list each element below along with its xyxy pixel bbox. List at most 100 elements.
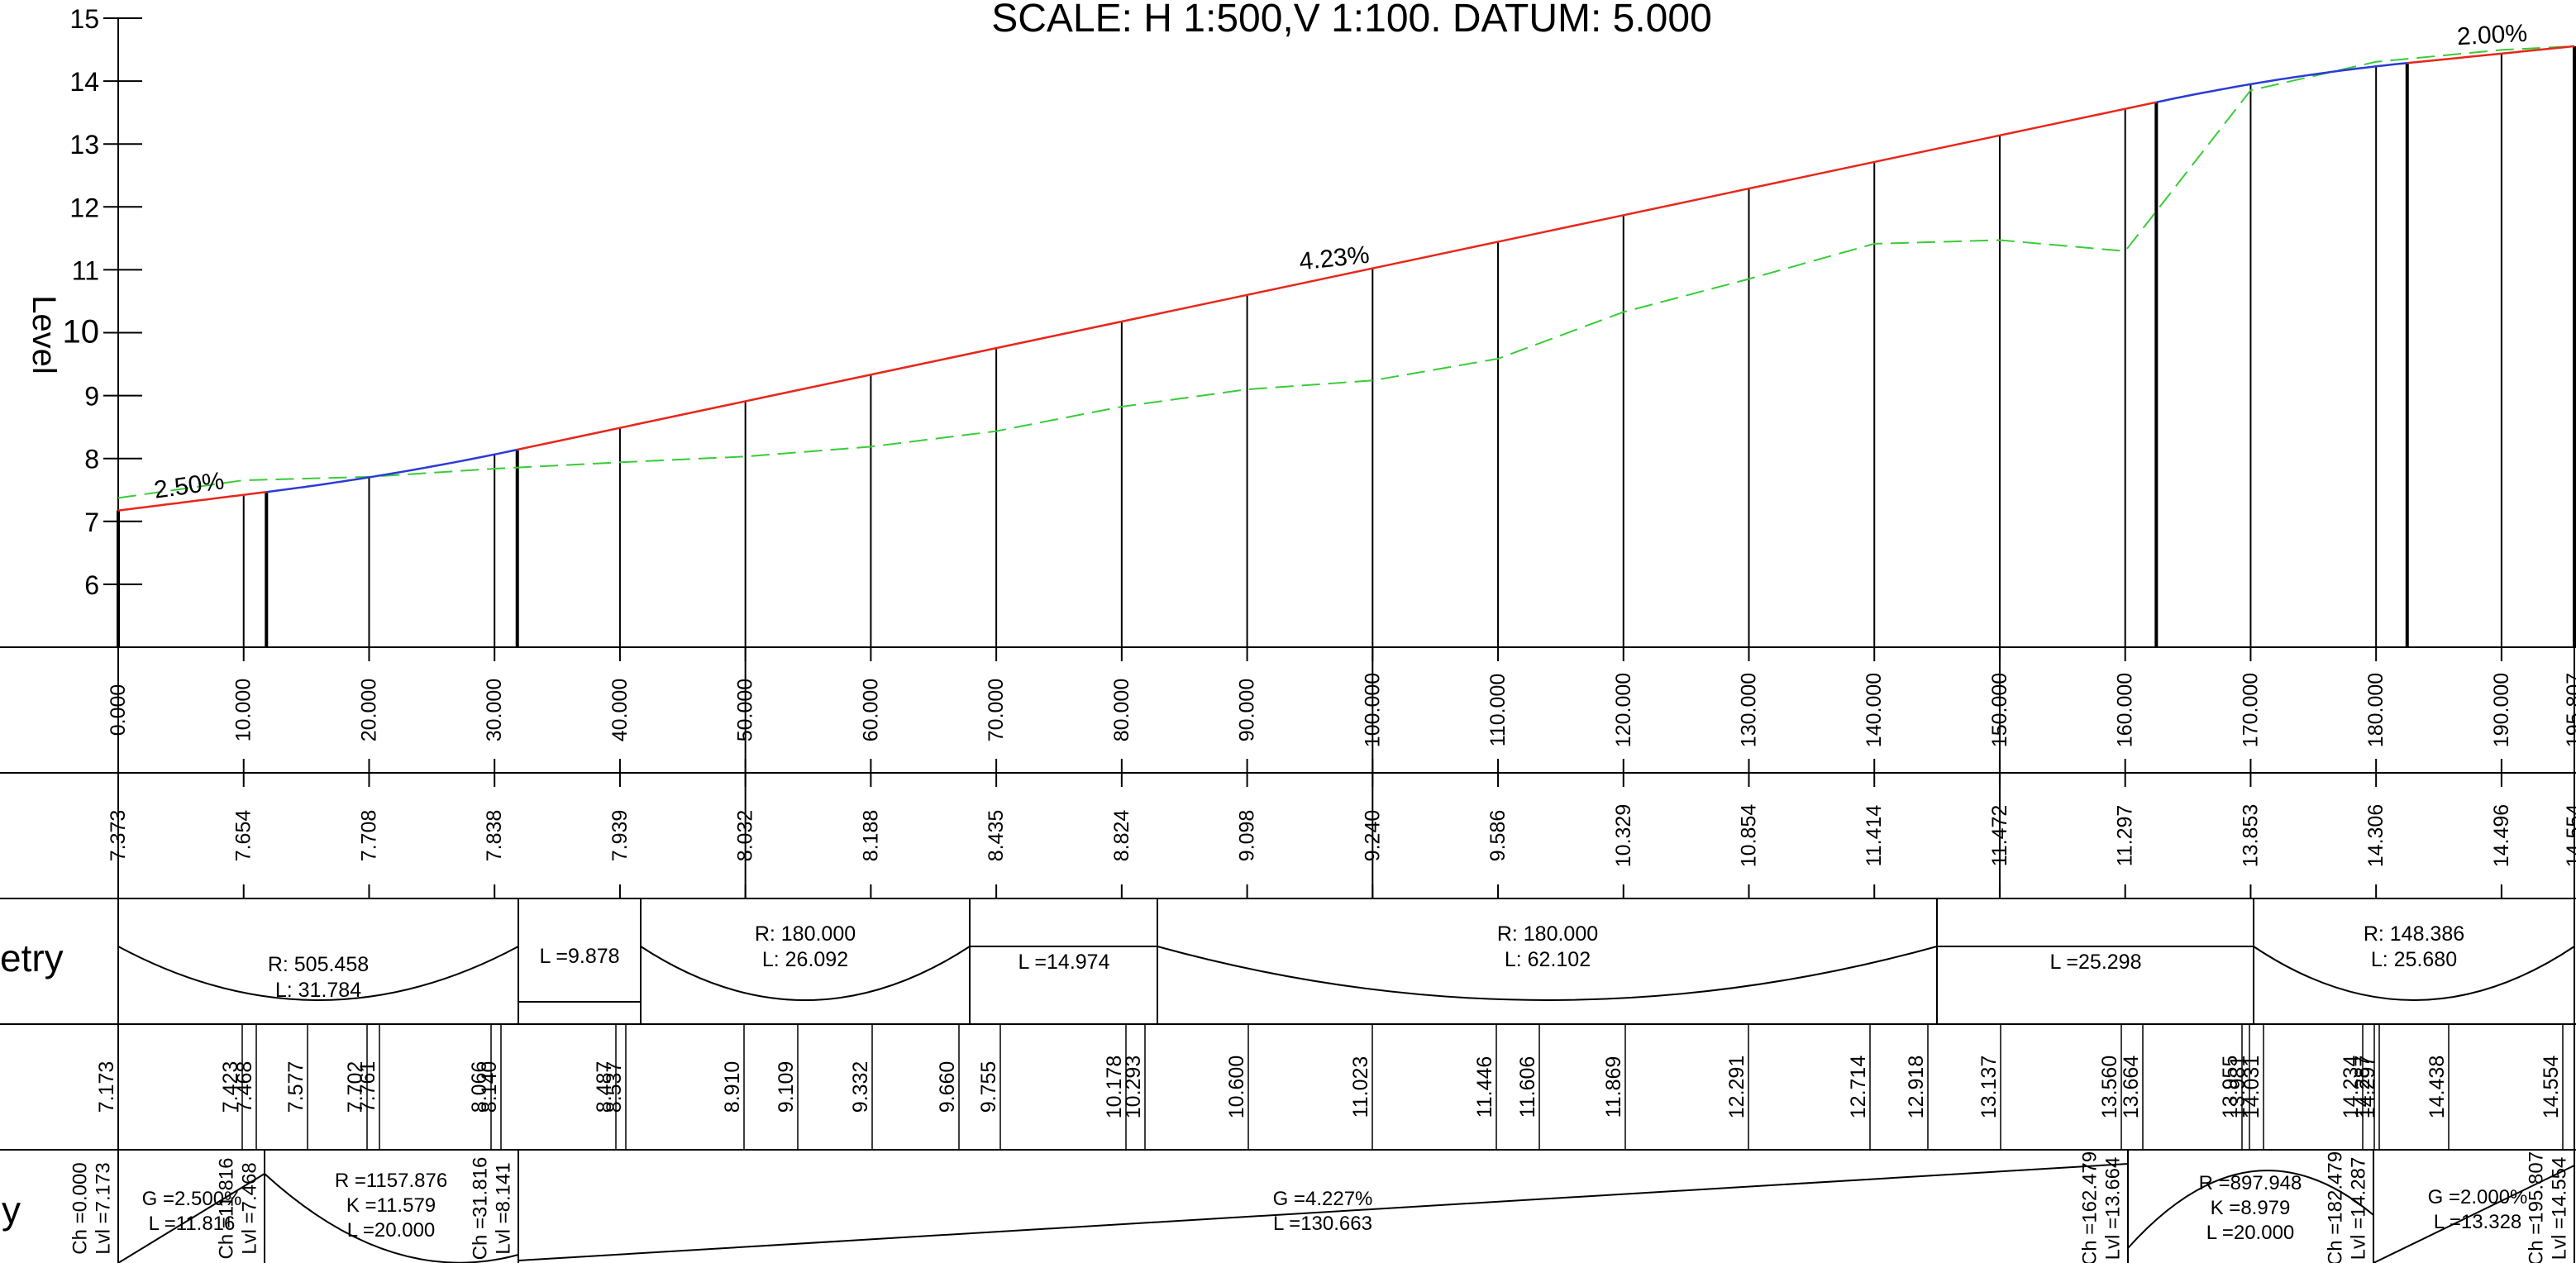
chainage-label: 120.000 <box>1612 673 1635 747</box>
level-tick-label: 6 <box>84 570 99 600</box>
curve-2-radius: R =897.948 <box>2199 1172 2302 1194</box>
ground-level-label: 7.373 <box>107 810 130 862</box>
chainage-label: 195.807 <box>2563 673 2576 747</box>
level-tick-label: 11 <box>72 255 99 285</box>
profile-plot: 2.50% 4.23% 2.00% <box>117 20 2576 647</box>
ip-level-label: Lvl =8.141 <box>493 1162 515 1254</box>
grade-1-length: L =11.816 <box>149 1213 236 1235</box>
geometry-segment-3-length: L: 26.092 <box>762 948 848 971</box>
design-level-label: 12.291 <box>1725 1056 1748 1118</box>
design-level-label: 7.173 <box>95 1061 118 1113</box>
chainage-label: 10.000 <box>232 679 255 741</box>
grade-3-length: L =13.328 <box>2434 1211 2522 1233</box>
grade-2-length: L =130.663 <box>1273 1213 1372 1235</box>
chainage-label: 190.000 <box>2490 673 2513 747</box>
ground-level-label: 10.854 <box>1738 804 1761 868</box>
chainage-label: 80.000 <box>1110 679 1133 741</box>
chainage-label: 130.000 <box>1738 673 1761 747</box>
chainage-label: 70.000 <box>985 679 1008 741</box>
design-level-label: 14.297 <box>2356 1056 2379 1118</box>
ground-line <box>117 45 2575 499</box>
chainage-label: 60.000 <box>859 679 882 741</box>
design-level-label: 13.981 <box>2226 1056 2249 1118</box>
vertical-geometry-row: y G =2.500% L =11.816 R =1157.876 K =11.… <box>2 1150 2575 1263</box>
ip-level-label: Lvl =7.468 <box>239 1162 261 1254</box>
design-grade-line-1 <box>117 490 267 512</box>
geometry-segment-7-length: L: 25.680 <box>2371 948 2457 971</box>
ip-level-label: Lvl =13.664 <box>2102 1157 2125 1261</box>
geometry-segment-1-length: L: 31.784 <box>275 979 361 1002</box>
level-tick-label: 14 <box>69 67 99 97</box>
design-level-label: 11.869 <box>1602 1056 1625 1118</box>
chainage-label: 0.000 <box>107 684 130 736</box>
design-level-label: 8.910 <box>721 1061 744 1113</box>
ground-level-label: 14.554 <box>2563 804 2576 868</box>
design-level-label: 14.031 <box>2240 1056 2264 1118</box>
curve-2-k: K =8.979 <box>2211 1197 2291 1219</box>
geometry-row-title: etry <box>0 937 64 979</box>
geometry-segment-6-length: L =25.298 <box>2050 951 2142 974</box>
curve-1-radius: R =1157.876 <box>335 1170 447 1192</box>
design-level-label: 9.109 <box>775 1061 798 1113</box>
design-level-label: 14.234 <box>2340 1056 2363 1119</box>
ground-level-label: 9.098 <box>1236 810 1259 862</box>
station-lines <box>117 45 2576 647</box>
ip-labels: Ch =0.000 Lvl =7.173 Ch =11.816 Lvl =7.468 C… <box>69 1151 2571 1263</box>
ground-level-label: 14.306 <box>2364 804 2388 867</box>
geometry-segment-4-length: L =14.974 <box>1018 951 1110 974</box>
grade-1-value: G =2.500% <box>142 1188 242 1210</box>
design-level-label: 8.066 <box>468 1061 491 1113</box>
design-level-label: 13.137 <box>1977 1056 2001 1118</box>
ground-level-label: 7.838 <box>483 810 506 862</box>
level-axis: 15 14 13 12 11 10 9 8 7 6 Level <box>26 4 142 647</box>
design-level-label: 13.664 <box>2120 1056 2143 1119</box>
ground-level-label: 11.297 <box>2114 805 2137 867</box>
ground-level-label: 8.188 <box>859 810 882 862</box>
ip-chainage-label: Ch =182.479 <box>2325 1151 2347 1263</box>
design-level-label: 9.660 <box>936 1061 959 1113</box>
ground-level-label: 7.708 <box>357 810 380 862</box>
grade-3-value: G =2.000% <box>2428 1186 2528 1208</box>
design-level-label: 12.918 <box>1905 1056 1928 1118</box>
chainage-label: 20.000 <box>357 679 380 741</box>
geometry-segment-5-length: L: 62.102 <box>1505 948 1591 971</box>
curve-1-length: L =20.000 <box>347 1219 436 1242</box>
design-level-label: 11.446 <box>1473 1056 1496 1118</box>
design-level-label: 7.761 <box>356 1061 379 1113</box>
vertical-curve-2 <box>2156 62 2407 103</box>
chainage-label: 110.000 <box>1486 674 1510 747</box>
chainage-label: 30.000 <box>483 679 506 741</box>
chainage-label: 170.000 <box>2239 673 2262 747</box>
geometry-segment-7-radius: R: 148.386 <box>2364 922 2464 946</box>
chainage-label: 90.000 <box>1236 679 1259 741</box>
chainage-label: 180.000 <box>2364 673 2388 747</box>
design-level-label: 11.023 <box>1349 1056 1372 1118</box>
design-level-label: 13.955 <box>2219 1056 2242 1118</box>
geometry-segment-2-length: L =9.878 <box>539 945 619 968</box>
ground-level-label: 9.240 <box>1361 810 1384 862</box>
ground-level-label: 11.472 <box>1988 805 2011 867</box>
level-tick-label: 8 <box>84 445 99 474</box>
scale-title: SCALE: H 1:500,V 1:100. DATUM: 5.000 <box>991 0 1712 41</box>
grade-label-end: 2.00% <box>2456 20 2528 50</box>
ground-level-label: 11.414 <box>1863 805 1886 867</box>
grade-2-value: G =4.227% <box>1273 1188 1373 1210</box>
ip-chainage-label: Ch =0.000 <box>69 1162 92 1254</box>
design-level-label: 9.332 <box>849 1061 872 1113</box>
design-level-label: 7.468 <box>233 1061 256 1113</box>
chainage-label: 140.000 <box>1863 673 1886 747</box>
vertical-row-title: y <box>2 1189 21 1232</box>
ground-level-label: 8.435 <box>985 810 1008 862</box>
ip-chainage-label: Ch =162.479 <box>2079 1151 2101 1263</box>
ip-level-label: Lvl =7.173 <box>93 1162 115 1254</box>
level-tick-label: 12 <box>69 193 99 222</box>
level-tick-label: 15 <box>69 4 99 34</box>
design-level-label: 14.287 <box>2351 1056 2374 1118</box>
ip-level-label: Lvl =14.287 <box>2348 1157 2370 1261</box>
ground-level-label: 13.853 <box>2239 804 2262 867</box>
design-level-label: 14.438 <box>2426 1056 2449 1118</box>
design-level-label: 11.606 <box>1516 1056 1539 1118</box>
design-level-label: 13.560 <box>2098 1056 2121 1118</box>
geometry-segment-1-radius: R: 505.458 <box>268 953 369 976</box>
